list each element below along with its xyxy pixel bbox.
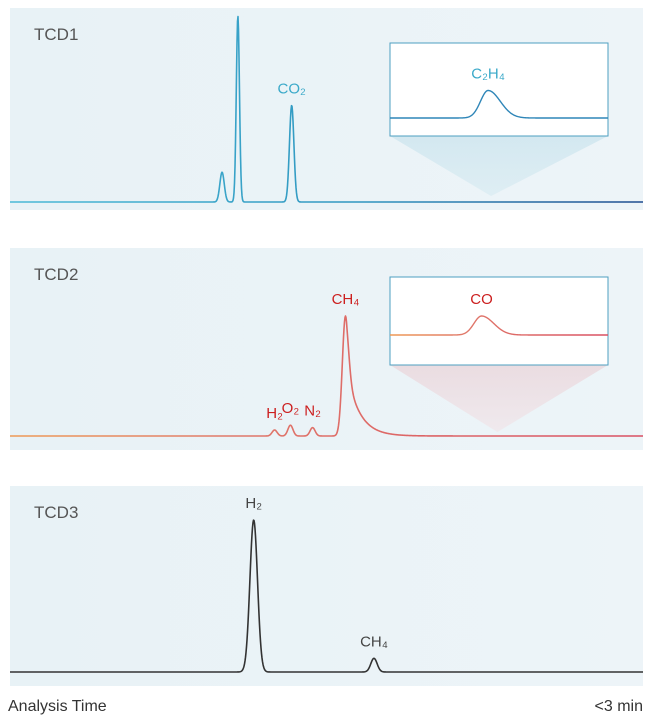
peak-label: CO₂ — [278, 80, 307, 97]
inset-highlight-wedge — [390, 136, 608, 196]
peak-label: N₂ — [304, 403, 321, 420]
x-axis-label-right: <3 min — [594, 698, 643, 715]
panel-background — [10, 486, 643, 686]
panel-title: TCD3 — [34, 503, 78, 522]
x-axis-label-left: Analysis Time — [8, 698, 107, 715]
inset-zoom: C₂H₄ — [389, 42, 609, 137]
inset-peak-label: CO — [470, 291, 493, 308]
peak-label: H₂ — [245, 495, 262, 512]
inset-highlight-wedge — [390, 365, 608, 432]
inset-trace — [390, 315, 608, 336]
panel-title: TCD1 — [34, 25, 78, 44]
peak-label: O₂ — [282, 400, 300, 417]
peak-label: CH₄ — [360, 633, 388, 650]
trace-line — [9, 519, 644, 673]
trace-line — [9, 15, 644, 203]
panel-title: TCD2 — [34, 265, 78, 284]
peak-label: H₂ — [266, 405, 283, 422]
peak-label: CH₄ — [332, 291, 360, 308]
inset-frame — [389, 276, 609, 366]
inset-zoom: CO — [389, 276, 609, 366]
inset-frame — [389, 42, 609, 137]
trace-line — [9, 315, 644, 437]
panel-tcd1: TCD1 CO₂ C₂H₄ — [9, 8, 644, 210]
inset-trace — [390, 89, 608, 119]
inset-peak-label: C₂H₄ — [471, 66, 505, 83]
panel-tcd3: TCD3 H₂ CH₄ — [9, 486, 644, 686]
